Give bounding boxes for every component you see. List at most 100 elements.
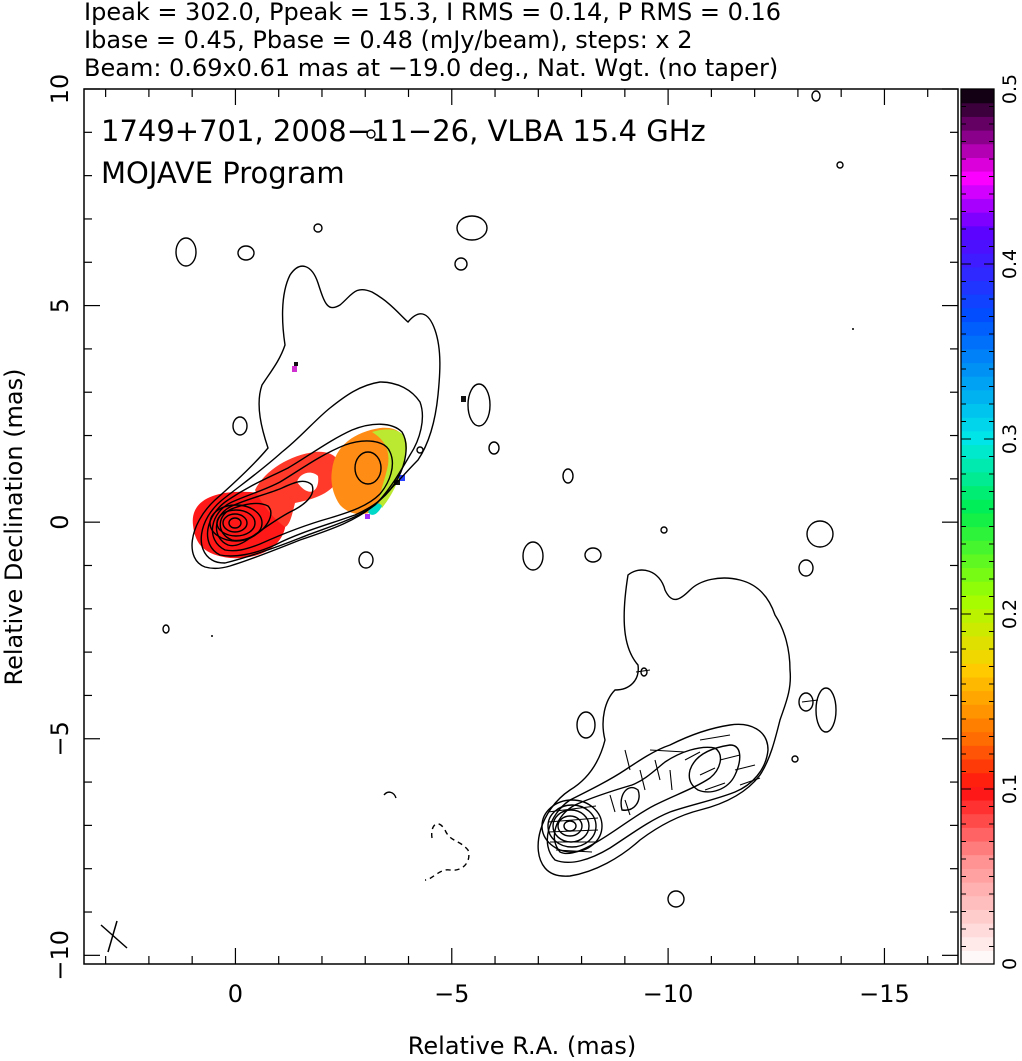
y-axis-label: Relative Declination (mas) — [0, 368, 28, 685]
colorbar-band — [961, 553, 994, 569]
colorbar-band — [961, 294, 994, 309]
contour-a-9 — [222, 513, 248, 533]
header-line-1: Ipeak = 302.0, Ppeak = 15.3, I RMS = 0.1… — [84, 0, 781, 26]
colorbar-band — [961, 567, 994, 582]
colorbar-band — [961, 348, 994, 364]
colorbar-band — [961, 307, 994, 323]
colorbar-band — [961, 649, 994, 664]
header-line-2: Ibase = 0.45, Pbase = 0.48 (mJy/beam), s… — [84, 26, 693, 54]
polarization-vectors — [547, 734, 761, 853]
colorbar-band — [961, 512, 994, 528]
colorbar-band — [961, 799, 994, 815]
colorbar-band — [961, 362, 994, 377]
colorbar-band — [961, 116, 994, 131]
contour-b-core-4 — [557, 815, 583, 837]
header-line-3: Beam: 0.69x0.61 mas at −19.0 deg., Nat. … — [84, 54, 778, 82]
colorbar-band — [961, 239, 994, 254]
colorbar-band — [961, 936, 994, 951]
contour-b-core-2 — [547, 804, 597, 848]
y-axis-ticks — [84, 88, 958, 956]
y-tick-label: 0 — [46, 515, 74, 530]
colorbar-band — [961, 813, 994, 828]
noise-contours — [162, 90, 854, 908]
intensity-contours-source-a — [191, 265, 441, 570]
y-tick-label: 5 — [46, 298, 74, 313]
colorbar-tick-label: 0.4 — [999, 249, 1021, 279]
colorbar-band — [961, 280, 994, 295]
contour-b-inner-knot — [620, 786, 640, 811]
plot-frame — [83, 88, 959, 965]
colorbar-band — [961, 690, 994, 705]
colorbar-band — [961, 881, 994, 897]
colorbar-band — [961, 389, 994, 405]
contour-b-core-5 — [563, 820, 577, 832]
x-axis-label: Relative R.A. (mas) — [408, 1032, 636, 1060]
beam-marker — [100, 920, 128, 953]
pol-patch-knot-edge — [372, 429, 408, 508]
colorbar-band — [961, 458, 994, 473]
pol-patch-knot-tip — [368, 503, 382, 515]
colorbar-band — [961, 868, 994, 883]
colorbar-tick-labels: 0 0.1 0.2 0.3 0.4 0.5 — [999, 74, 1021, 970]
contour-b-outer — [537, 569, 792, 877]
colorbar-band — [961, 444, 994, 459]
colorbar-band — [961, 266, 994, 282]
colorbar-band — [961, 594, 994, 610]
pol-pixel-4 — [292, 366, 297, 372]
colorbar-band — [961, 212, 994, 227]
y-tick-label: −10 — [46, 930, 74, 981]
contour-a-4 — [211, 440, 394, 552]
contour-a-7 — [209, 504, 263, 542]
colorbar-band — [961, 840, 994, 856]
colorbar-band — [961, 403, 994, 418]
colorbar-band — [961, 89, 994, 104]
x-axis-ticks — [105, 89, 929, 964]
colorbar-band — [961, 895, 994, 910]
colorbar-band — [961, 171, 994, 186]
colorbar-tick-label: 0.3 — [999, 424, 1021, 454]
colorbar-band — [961, 745, 994, 760]
colorbar-band — [961, 157, 994, 172]
colorbar-band — [961, 417, 994, 432]
x-axis-tick-labels: 0 −5 −10 −15 — [228, 980, 910, 1008]
pol-pixel-1 — [399, 475, 405, 481]
program-annotation: MOJAVE Program — [101, 156, 345, 190]
colorbar-band — [961, 526, 994, 541]
intensity-contours-source-b — [537, 569, 792, 877]
x-tick-label: −5 — [434, 980, 469, 1008]
pol-pixel-6 — [461, 396, 466, 402]
colorbar-band — [961, 143, 994, 158]
colorbar-band — [961, 854, 994, 869]
colorbar-band — [961, 622, 994, 637]
x-tick-label: 0 — [228, 980, 243, 1008]
colorbar-band — [961, 704, 994, 719]
colorbar-band — [961, 198, 994, 213]
colorbar-band — [961, 321, 994, 336]
colorbar-band — [961, 471, 994, 487]
colorbar-tick-label: 0.5 — [999, 74, 1021, 104]
colorbar-tick-label: 0 — [999, 958, 1021, 970]
colorbar-band — [961, 676, 994, 692]
colorbar-ticks — [961, 88, 994, 965]
colorbar-band — [961, 950, 994, 965]
source-annotation: 1749+701, 2008−11−26, VLBA 15.4 GHz — [101, 114, 706, 148]
y-axis-tick-labels: −10 −5 0 5 10 — [46, 74, 74, 981]
colorbar-band — [961, 772, 994, 787]
colorbar-band — [961, 225, 994, 240]
contour-a-10 — [228, 517, 242, 529]
colorbar-band — [961, 909, 994, 924]
colorbar-band — [961, 184, 994, 199]
x-tick-label: −10 — [643, 980, 694, 1008]
contour-b-lobe — [688, 744, 741, 793]
colorbar-tick-label: 0.1 — [999, 774, 1021, 804]
colorbar-band — [961, 376, 994, 391]
colorbar-band — [961, 102, 994, 117]
colorbar-band — [961, 731, 994, 746]
colorbar-band — [961, 608, 994, 623]
x-tick-label: −15 — [859, 980, 910, 1008]
contour-a-outer — [191, 265, 441, 570]
pol-pixel-5 — [294, 362, 298, 366]
colorbar-band — [961, 922, 994, 938]
colorbar-band — [961, 335, 994, 350]
